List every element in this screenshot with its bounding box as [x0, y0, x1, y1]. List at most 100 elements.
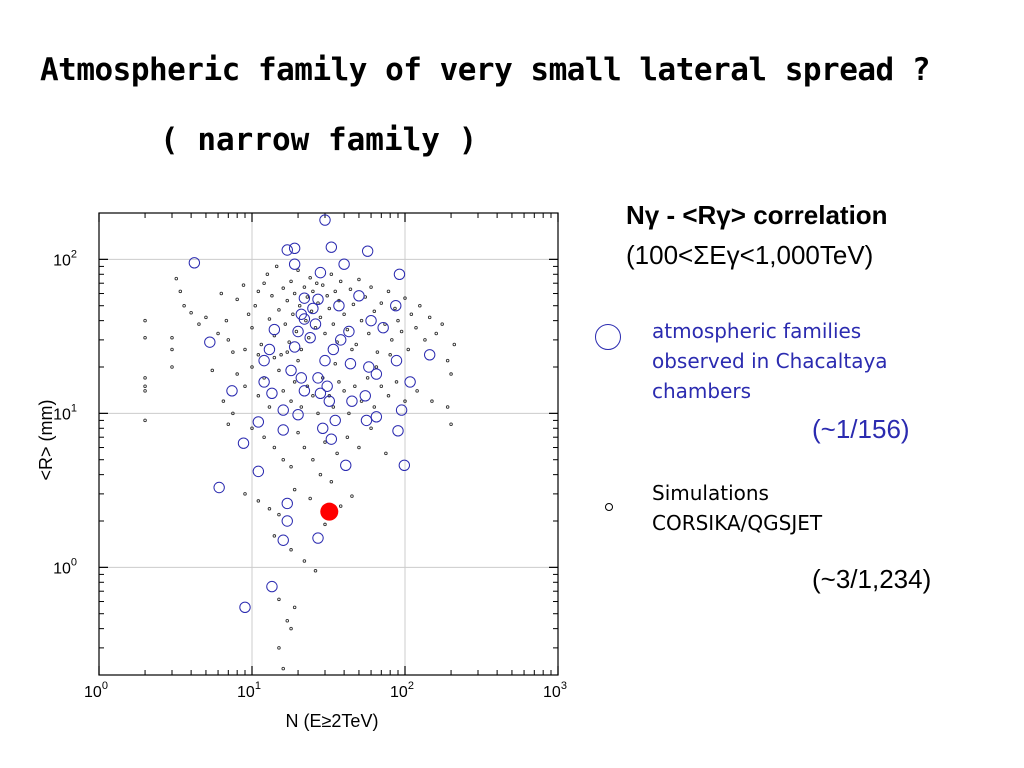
- simulation-point: [281, 286, 285, 290]
- simulation-point: [221, 399, 226, 403]
- simulation-point: [182, 303, 186, 308]
- simulation-point: [359, 318, 364, 323]
- observed-point: [404, 376, 416, 388]
- observed-point: [343, 325, 355, 338]
- simulation-point: [434, 331, 438, 336]
- observed-point: [325, 433, 338, 445]
- observed-point: [359, 390, 371, 402]
- observed-point: [213, 481, 225, 494]
- observed-point: [393, 268, 406, 280]
- simulation-point: [267, 317, 272, 321]
- observed-point: [288, 258, 301, 270]
- ratio-simulation: (~3/1,234): [812, 564, 932, 594]
- simulation-point: [143, 384, 147, 388]
- simulation-point: [241, 283, 246, 287]
- simulation-point: [250, 426, 254, 431]
- observed-point: [329, 414, 341, 427]
- simulation-point: [338, 504, 343, 508]
- x-tick-exponent: 1: [255, 680, 261, 692]
- simulation-point: [318, 472, 323, 477]
- energy-range: (100<ΣEγ<1,000TeV): [626, 240, 874, 270]
- simulation-point: [347, 411, 351, 416]
- x-axis-title: N (E≥2TeV): [286, 711, 379, 731]
- observed-point: [392, 425, 404, 437]
- simulation-point: [367, 331, 371, 336]
- simulation-point: [345, 327, 350, 332]
- simulation-point: [272, 333, 277, 338]
- observed-point: [266, 580, 278, 593]
- correlation-heading: Nγ - <Rγ> correlation: [626, 200, 888, 231]
- simulation-point: [394, 380, 399, 384]
- simulation-point: [216, 331, 220, 336]
- simulation-point: [250, 365, 254, 369]
- observed-point: [370, 368, 383, 380]
- simulation-point: [327, 306, 332, 311]
- simulation-point: [379, 301, 384, 305]
- simulation-point: [197, 322, 201, 326]
- simulation-point: [313, 569, 318, 573]
- observed-point: [319, 214, 331, 226]
- simulation-point: [449, 372, 453, 376]
- simulation-point: [351, 302, 356, 307]
- simulation-point: [399, 329, 404, 334]
- simulation-point: [390, 338, 394, 342]
- simulation-point: [289, 465, 293, 469]
- simulation-point: [256, 499, 261, 503]
- simulation-point: [143, 335, 147, 340]
- simulation-point: [302, 445, 307, 450]
- simulation-point: [285, 619, 290, 623]
- simulation-point: [267, 405, 272, 409]
- simulation-point: [204, 315, 208, 320]
- y-tick-label: 100: [53, 556, 77, 577]
- observed-point: [395, 404, 408, 416]
- simulation-point: [452, 342, 457, 347]
- simulation-point: [307, 335, 311, 340]
- observed-legend-circle-icon: [595, 324, 621, 350]
- simulation-point: [292, 380, 297, 384]
- simulation-point: [246, 312, 251, 317]
- simulation-point: [287, 340, 291, 344]
- x-tick-exponent: 0: [102, 680, 108, 692]
- simulation-point: [170, 335, 174, 340]
- simulation-point: [333, 361, 337, 366]
- simulation-point: [379, 384, 384, 388]
- observed-point: [325, 241, 338, 253]
- simulation-point: [365, 376, 370, 380]
- observed-point: [390, 354, 403, 367]
- observed-point: [365, 314, 377, 327]
- simulation-point: [250, 325, 254, 330]
- simulation-point: [342, 389, 346, 393]
- simulation-point: [189, 311, 193, 315]
- observed-point: [327, 343, 340, 356]
- simulation-point: [281, 457, 285, 462]
- observed-point: [281, 244, 293, 256]
- simulation-point: [143, 389, 147, 393]
- simulation-point: [256, 289, 261, 294]
- simulation-point: [445, 405, 450, 409]
- simulation-point: [430, 399, 434, 403]
- observed-point: [361, 245, 374, 257]
- y-axis-title: <R> (mm): [36, 400, 56, 481]
- observed-point: [252, 465, 265, 478]
- simulation-point: [256, 394, 261, 398]
- observed-point: [312, 372, 324, 384]
- simulation-point: [289, 548, 293, 552]
- simulation-point: [143, 418, 147, 423]
- simulation-point: [323, 331, 327, 336]
- observed-point: [307, 302, 319, 315]
- simulation-point: [281, 666, 285, 671]
- observed-point: [263, 343, 276, 356]
- simulation-point: [270, 294, 274, 298]
- simulation-point: [299, 347, 304, 352]
- observed-point: [277, 534, 289, 546]
- observed-point: [188, 257, 201, 269]
- simulation-point: [308, 275, 312, 280]
- y-tick-exponent: 0: [71, 556, 77, 568]
- simulation-point: [277, 368, 281, 373]
- simulation-point: [372, 309, 377, 314]
- observed-point: [314, 266, 327, 279]
- simulation-point: [262, 435, 266, 439]
- legend-observed-line: atmospheric families: [652, 319, 862, 343]
- simulation-point: [350, 347, 354, 352]
- observed-point: [288, 242, 301, 254]
